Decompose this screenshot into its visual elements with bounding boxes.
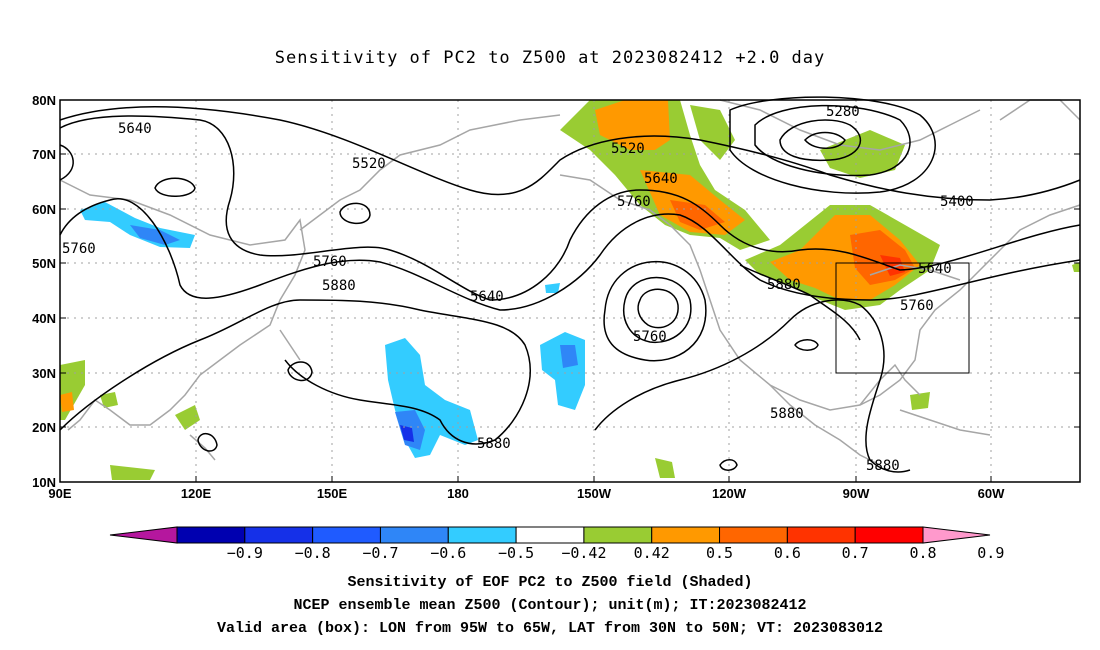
colorbar-tick-label: −0.8 [295, 544, 331, 562]
contour-label: 5520 [352, 156, 386, 172]
colorbar-tick-label: 0.7 [842, 544, 869, 562]
colorbar-arrow-high [922, 526, 991, 544]
lon-label: 180 [447, 486, 469, 501]
contour-5760 [59, 197, 1081, 311]
contour-label: 5280 [826, 104, 860, 120]
valid-area-box [835, 262, 970, 374]
colorbar-segment [515, 526, 585, 544]
lon-label: 90E [48, 486, 71, 501]
contour-label: 5880 [477, 436, 511, 452]
colorbar-segment [447, 526, 517, 544]
contour-5880b [594, 299, 911, 473]
lon-label: 120W [712, 486, 747, 501]
contour-label: 5880 [770, 406, 804, 422]
contour-label: 5640 [118, 121, 152, 137]
colorbar-segment [244, 526, 314, 544]
contour-label: 5880 [767, 277, 801, 293]
caption-line-1: Sensitivity of EOF PC2 to Z500 field (Sh… [347, 574, 753, 591]
map-frame [59, 99, 1081, 483]
lat-label: 60N [32, 202, 56, 217]
contour-label: 5760 [313, 254, 347, 270]
contour-low-5280 [779, 119, 862, 162]
colorbar-tick-label: −0.6 [430, 544, 466, 562]
colorbar-arrow-low [109, 526, 178, 544]
sensitivity-shading [60, 100, 1080, 480]
lon-label: 150W [577, 486, 612, 501]
contour-label: 5760 [617, 194, 651, 210]
lon-label: 150E [317, 486, 348, 501]
contour-5880c [739, 264, 861, 341]
lat-label: 70N [32, 147, 56, 162]
colorbar-segment [312, 526, 381, 544]
colorbar-segment [854, 526, 924, 544]
colorbar: −0.9 −0.8 −0.7 −0.6 −0.5 −0.42 0.42 0.5 0.6 0.7 0.… [109, 526, 1004, 562]
colorbar-segment [651, 526, 721, 544]
lat-label: 10N [32, 475, 56, 490]
contour-5640 [59, 115, 1081, 301]
contour-label: 5640 [918, 261, 952, 277]
colorbar-segment [176, 526, 246, 544]
colorbar-tick-label: −0.42 [561, 544, 606, 562]
colorbar-segment [379, 526, 449, 544]
colorbar-tick-label: −0.5 [498, 544, 534, 562]
caption-line-2: NCEP ensemble mean Z500 (Contour); unit(… [293, 597, 807, 614]
colorbar-tick-label: −0.7 [362, 544, 398, 562]
colorbar-tick-label: 0.6 [774, 544, 801, 562]
lon-label: 90W [843, 486, 870, 501]
contour-labels: 5640 5520 5760 5760 5880 5640 5760 5520 … [62, 104, 974, 474]
lat-label: 20N [32, 420, 56, 435]
z500-contours [59, 96, 1081, 473]
tick-marks [60, 99, 1080, 483]
contour-label: 5880 [866, 458, 900, 474]
colorbar-tick-label: 0.42 [634, 544, 670, 562]
lat-label: 50N [32, 256, 56, 271]
contour-label: 5520 [611, 141, 645, 157]
colorbar-segment [786, 526, 856, 544]
graticule [60, 100, 1080, 482]
map-title: Sensitivity of PC2 to Z500 at 2023082412… [274, 48, 826, 68]
lat-label: 40N [32, 311, 56, 326]
lon-label: 60W [978, 486, 1005, 501]
coastlines [59, 99, 1081, 466]
caption-line-3: Valid area (box): LON from 95W to 65W, L… [216, 620, 884, 637]
contour-label: 5760 [900, 298, 934, 314]
contour-label: 5760 [633, 329, 667, 345]
colorbar-tick-label: 0.8 [909, 544, 936, 562]
contour-label: 5880 [322, 278, 356, 294]
contour-label: 5640 [644, 171, 678, 187]
lat-labels: 80N 70N 60N 50N 40N 30N 20N 10N [32, 93, 56, 490]
contour-label: 5640 [470, 289, 504, 305]
contour-label: 5760 [62, 241, 96, 257]
colorbar-segment [719, 526, 788, 544]
contour-low-5760 [623, 276, 692, 344]
contour-label: 5400 [940, 194, 974, 210]
lon-labels: 90E 120E 150E 180 150W 120W 90W 60W [48, 486, 1005, 501]
colorbar-segment [583, 526, 653, 544]
colorbar-tick-label: 0.9 [977, 544, 1004, 562]
lat-label: 80N [32, 93, 56, 108]
colorbar-tick-label: 0.5 [706, 544, 733, 562]
lat-label: 30N [32, 366, 56, 381]
colorbar-tick-label: −0.9 [227, 544, 263, 562]
lon-label: 120E [181, 486, 212, 501]
contour-5880 [59, 299, 531, 445]
contour-5520 [59, 106, 1081, 201]
